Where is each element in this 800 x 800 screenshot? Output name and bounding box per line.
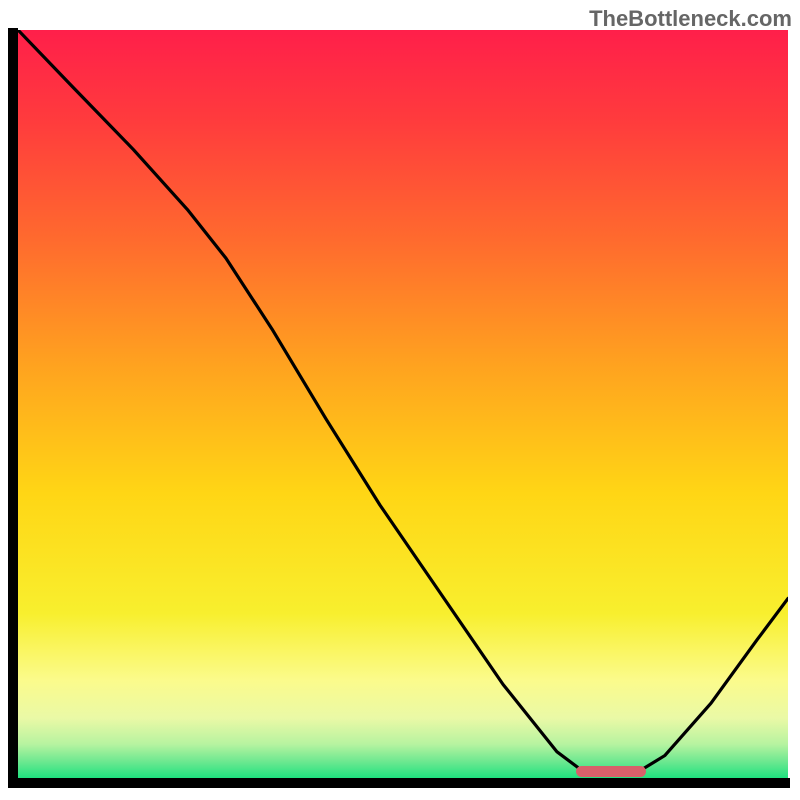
watermark-text: TheBottleneck.com — [589, 6, 792, 32]
valley-marker — [576, 766, 645, 777]
bottleneck-curve — [18, 30, 788, 772]
x-axis — [8, 778, 790, 788]
plot-area — [18, 30, 788, 778]
chart-container: TheBottleneck.com — [0, 0, 800, 800]
y-axis — [8, 28, 18, 788]
series-layer — [18, 30, 788, 778]
